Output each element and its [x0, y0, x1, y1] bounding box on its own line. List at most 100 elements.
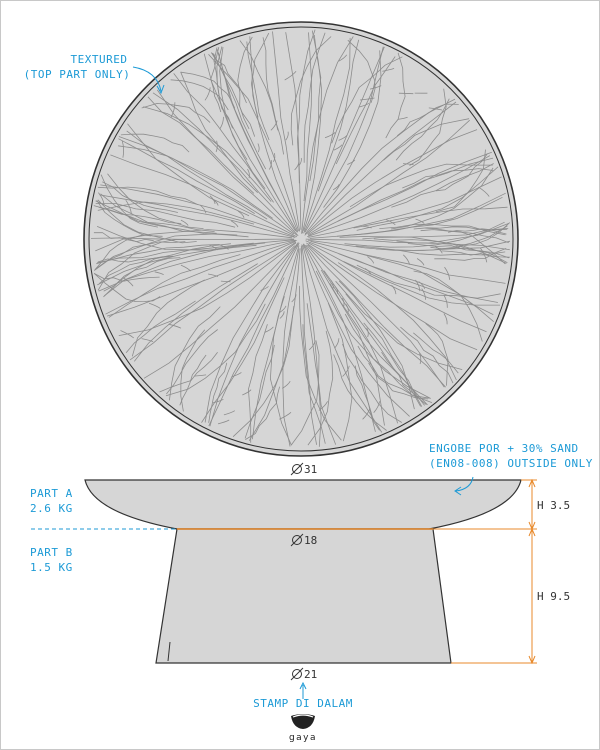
texture-leader-arrow: [156, 84, 165, 95]
texture-vein: [231, 372, 242, 378]
texture-vein: [444, 266, 451, 280]
bowl-logo-highlight: [292, 714, 314, 718]
mid-diameter-value: 18: [304, 534, 317, 547]
texture-vein: [208, 273, 219, 277]
base-diameter-label: 21: [290, 667, 317, 681]
texture-vein: [383, 118, 470, 161]
texture-vein: [290, 36, 332, 146]
texture-vein: [208, 362, 228, 423]
texture-vein: [219, 116, 224, 130]
texture-vein: [353, 206, 508, 229]
texture-vein: [126, 130, 268, 220]
texture-vein: [173, 73, 274, 203]
texture-vein: [166, 329, 218, 395]
texture-vein: [223, 410, 236, 416]
texture-vein: [310, 240, 506, 284]
height-arrow-mid-down: [528, 527, 536, 537]
texture-vein: [212, 398, 224, 404]
texture-vein: [342, 365, 350, 377]
texture-vein: [133, 263, 258, 362]
bowl-logo-icon: [291, 714, 315, 729]
texture-vein: [285, 32, 302, 230]
texture-vein: [367, 256, 375, 264]
height-b-value: H 9.5: [537, 590, 570, 603]
texture-vein: [307, 155, 490, 238]
texture-vein: [208, 242, 300, 427]
texture-vein: [305, 240, 498, 303]
texture-vein: [296, 29, 316, 184]
texture-vein: [303, 243, 376, 432]
texture-vein: [141, 338, 154, 342]
diameter-symbol-icon: [292, 669, 302, 679]
texture-vein: [143, 245, 295, 379]
texture-vein: [344, 313, 433, 403]
texture-vein: [443, 313, 448, 325]
texture-vein: [194, 374, 207, 377]
texture-vein: [364, 268, 372, 275]
texture-vein: [302, 245, 383, 433]
texture-vein: [237, 210, 245, 218]
texture-vein: [304, 101, 457, 236]
texture-vein: [347, 159, 356, 165]
texture-vein: [97, 239, 295, 286]
texture-vein: [416, 258, 425, 266]
texture-vein: [93, 205, 215, 232]
texture-vein: [441, 250, 510, 258]
texture-vein: [98, 206, 182, 224]
texture-vein: [94, 234, 152, 270]
texture-vein: [279, 311, 285, 319]
texture-vein: [396, 223, 509, 244]
texture-vein: [332, 184, 340, 191]
texture-vein: [93, 232, 154, 243]
texture-vein: [180, 71, 258, 193]
texture-vein: [420, 229, 509, 244]
texture-vein: [107, 173, 204, 229]
part-b-base: [155, 528, 452, 664]
texture-vein: [279, 412, 292, 420]
texture-vein: [308, 176, 502, 238]
texture-vein: [156, 89, 298, 236]
texture-vein: [359, 97, 375, 101]
texture-vein: [443, 295, 448, 308]
texture-vein: [154, 271, 164, 276]
texture-vein: [478, 186, 490, 197]
engobe-note-line2: (EN08-008) OUTSIDE ONLY: [429, 457, 593, 470]
texture-vein: [356, 264, 501, 299]
texture-vein: [120, 133, 190, 153]
engobe-leader-line: [455, 476, 474, 492]
texture-vein: [402, 163, 414, 166]
texture-vein: [232, 306, 295, 437]
height-a-value: H 3.5: [537, 499, 570, 512]
texture-vein: [356, 166, 499, 231]
texture-vein: [99, 255, 174, 284]
texture-vein: [204, 87, 211, 101]
texture-vein: [430, 222, 510, 250]
texture-vein: [345, 304, 349, 313]
texture-vein: [284, 70, 297, 81]
texture-vein: [357, 345, 430, 399]
texture-vein: [421, 288, 426, 300]
texture-vein: [285, 131, 289, 141]
texture-vein: [262, 37, 279, 131]
texture-vein: [336, 196, 503, 237]
texture-vein: [419, 353, 422, 365]
texture-vein: [273, 152, 276, 162]
texture-vein: [231, 220, 239, 228]
texture-vein: [398, 92, 414, 95]
logo-text: gaya: [289, 733, 317, 743]
diameter-labels: 31 18 21: [290, 462, 317, 681]
texture-vein: [121, 140, 125, 158]
texture-vein: [168, 323, 182, 329]
texture-leader-line: [132, 66, 162, 92]
texture-vein: [90, 237, 295, 241]
texture-vein: [306, 242, 478, 351]
texture-vein: [300, 246, 317, 445]
texture-vein: [98, 239, 296, 292]
diameter-symbol-icon: [292, 535, 302, 545]
texture-vein: [318, 401, 328, 411]
top-view-inner-rim: [88, 26, 514, 452]
texture-vein: [373, 401, 380, 413]
texture-vein: [362, 228, 509, 240]
texture-vein: [324, 132, 336, 139]
